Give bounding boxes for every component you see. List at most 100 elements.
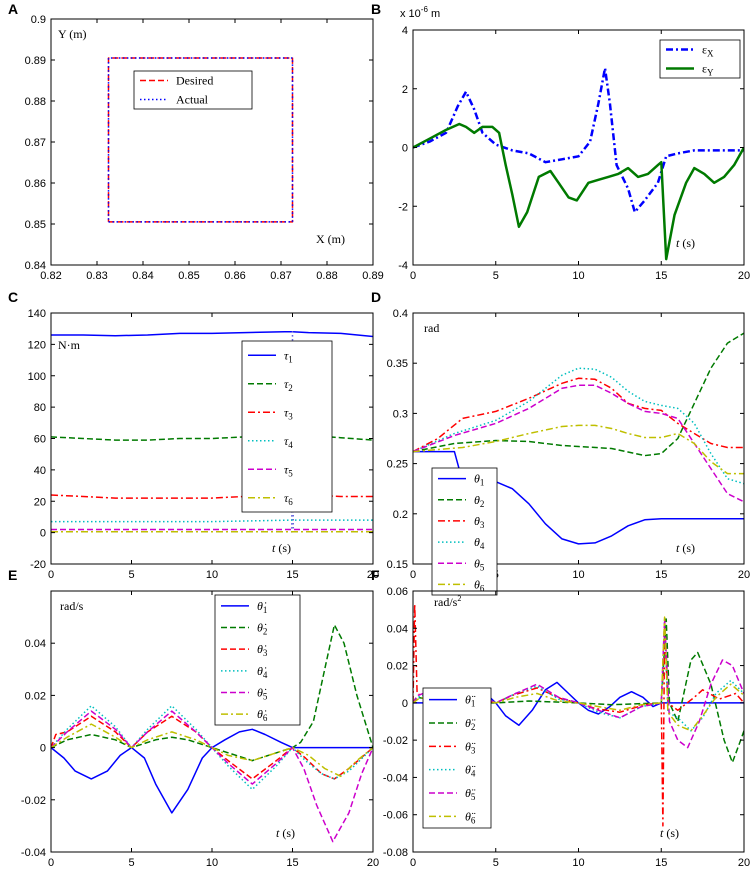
x-tick-label: 20	[738, 270, 750, 282]
x-tick-label: 20	[367, 569, 379, 581]
legend-entry-2: θ3	[474, 514, 485, 530]
panel-f: F0 5 10 15 20-0.08-0.06-0.04-0.0200.020.040.…	[371, 567, 750, 869]
y-tick-label: 0.35	[387, 358, 408, 370]
x-tick-label: 5	[493, 857, 499, 869]
legend-box	[133, 70, 253, 110]
legend-entry-5-symbol: θ̈	[465, 809, 476, 823]
x-tick-label: 0.86	[224, 270, 245, 282]
legend-entry-4-subscript: 5	[471, 792, 476, 802]
y-tick-label: 0.25	[387, 459, 408, 471]
series-line-2	[413, 377, 744, 453]
legend-entry-1-symbol: θ	[474, 493, 480, 507]
x-label-unit: (s)	[679, 236, 695, 250]
x-label-unit: (s)	[663, 826, 679, 840]
legend-entry-0-symbol: θ̈	[465, 693, 476, 707]
x-tick-label: 10	[572, 857, 584, 869]
x-tick-label: 20	[367, 857, 379, 869]
axes-frame	[50, 18, 374, 266]
legend-entry-1: εY	[702, 62, 714, 78]
legend-entry-2: θ̇3	[257, 642, 268, 658]
legend-entry-1: Actual	[176, 93, 209, 107]
y-tick-label: 0.89	[25, 55, 46, 67]
series-line-4	[51, 519, 373, 523]
panel-label: A	[8, 1, 18, 17]
legend-entry-0-subscript: 1	[471, 699, 476, 709]
legend-entry-3-symbol: θ	[474, 535, 480, 549]
series-line-1	[413, 618, 744, 764]
legend-entry-2-symbol: τ	[284, 405, 289, 419]
x-tick-label: 15	[286, 857, 298, 869]
legend-entry-2-subscript: 3	[288, 411, 293, 421]
legend-entry-0-symbol: θ̇	[257, 599, 267, 613]
x-tick-label: 0.82	[40, 270, 61, 282]
legend-entry-4-subscript: 5	[263, 692, 268, 702]
legend-entry-2-subscript: 3	[480, 520, 485, 530]
series-line-0	[107, 57, 294, 223]
x-tick-label: 0.83	[86, 270, 107, 282]
y-tick-label: -20	[30, 559, 46, 571]
legend-entry-3-symbol: θ̇	[257, 664, 267, 678]
x-label-var: t	[272, 541, 276, 555]
legend-box	[214, 594, 301, 726]
legend-entry-0: θ1	[474, 472, 484, 488]
legend-entry-1-subscript: 2	[288, 383, 293, 393]
y-tick-label: 140	[28, 308, 46, 320]
x-label-var: t	[676, 236, 680, 250]
series-line-1	[51, 624, 373, 762]
series-line-0	[413, 66, 744, 214]
y-tick-label: 0.02	[25, 690, 46, 702]
series-line-3	[51, 494, 373, 499]
series-group	[51, 331, 373, 533]
legend-entry-1-symbol: θ̇	[257, 621, 267, 635]
x-axis-label: t (s)	[660, 826, 679, 840]
legend-entry-4-symbol: θ	[474, 556, 480, 570]
y-tick-label: -0.04	[383, 772, 408, 784]
legend-entry-5-subscript: 6	[288, 497, 293, 507]
legend-entry-5: θ̇6	[257, 707, 268, 723]
legend-entry-0-subscript: 1	[263, 605, 268, 615]
y-tick-label: 4	[402, 25, 408, 37]
y-tick-label: 0.85	[25, 219, 46, 231]
scale-base: x 10	[400, 8, 421, 20]
legend-entry-0-subscript: 1	[288, 354, 293, 364]
x-tick-label: 10	[572, 270, 584, 282]
panel-label: D	[371, 289, 381, 305]
y-tick-label: 0.87	[25, 137, 46, 149]
legend-box	[422, 687, 492, 829]
legend-entry-1: τ2	[284, 377, 293, 393]
y-tick-label: 0.04	[25, 638, 46, 650]
x-tick-label: 15	[655, 857, 667, 869]
legend-entry-4: θ̇5	[257, 686, 268, 702]
y-tick-label: 0.04	[387, 623, 408, 635]
legend-entry-0-symbol: τ	[284, 348, 289, 362]
y-axis-label: rad/s2	[434, 594, 461, 609]
x-tick-label: 10	[206, 857, 218, 869]
y-tick-label: 120	[28, 339, 46, 351]
y-label-base: rad/s	[434, 595, 458, 609]
legend-entry-2-symbol: θ	[474, 514, 480, 528]
y-tick-label: 0.15	[387, 559, 408, 571]
legend-entry-3-symbol: τ	[284, 434, 289, 448]
legend-entry-1-symbol: ε	[702, 62, 707, 76]
series-line-1	[290, 331, 295, 533]
legend-entry-3: τ4	[284, 434, 293, 450]
legend-entry-2-symbol: θ̇	[257, 642, 267, 656]
y-tick-label: 0.86	[25, 178, 46, 190]
series-line-1	[413, 122, 744, 261]
legend-entry-5: θ6	[474, 577, 485, 593]
y-axis-label: N·m	[58, 338, 81, 352]
x-axis-label: t (s)	[272, 541, 291, 555]
y-tick-label: 0.88	[25, 96, 46, 108]
legend: Desired Actual	[133, 70, 253, 110]
y-tick-label: -4	[398, 260, 408, 272]
legend-entry-0-symbol: ε	[702, 43, 707, 57]
y-tick-label: 40	[34, 465, 46, 477]
legend-entry-4-subscript: 5	[288, 468, 293, 478]
legend-entry-1: θ̇2	[257, 621, 267, 637]
legend-entry-5: τ6	[284, 491, 293, 507]
y-axis-label: Y (m)	[58, 27, 87, 41]
